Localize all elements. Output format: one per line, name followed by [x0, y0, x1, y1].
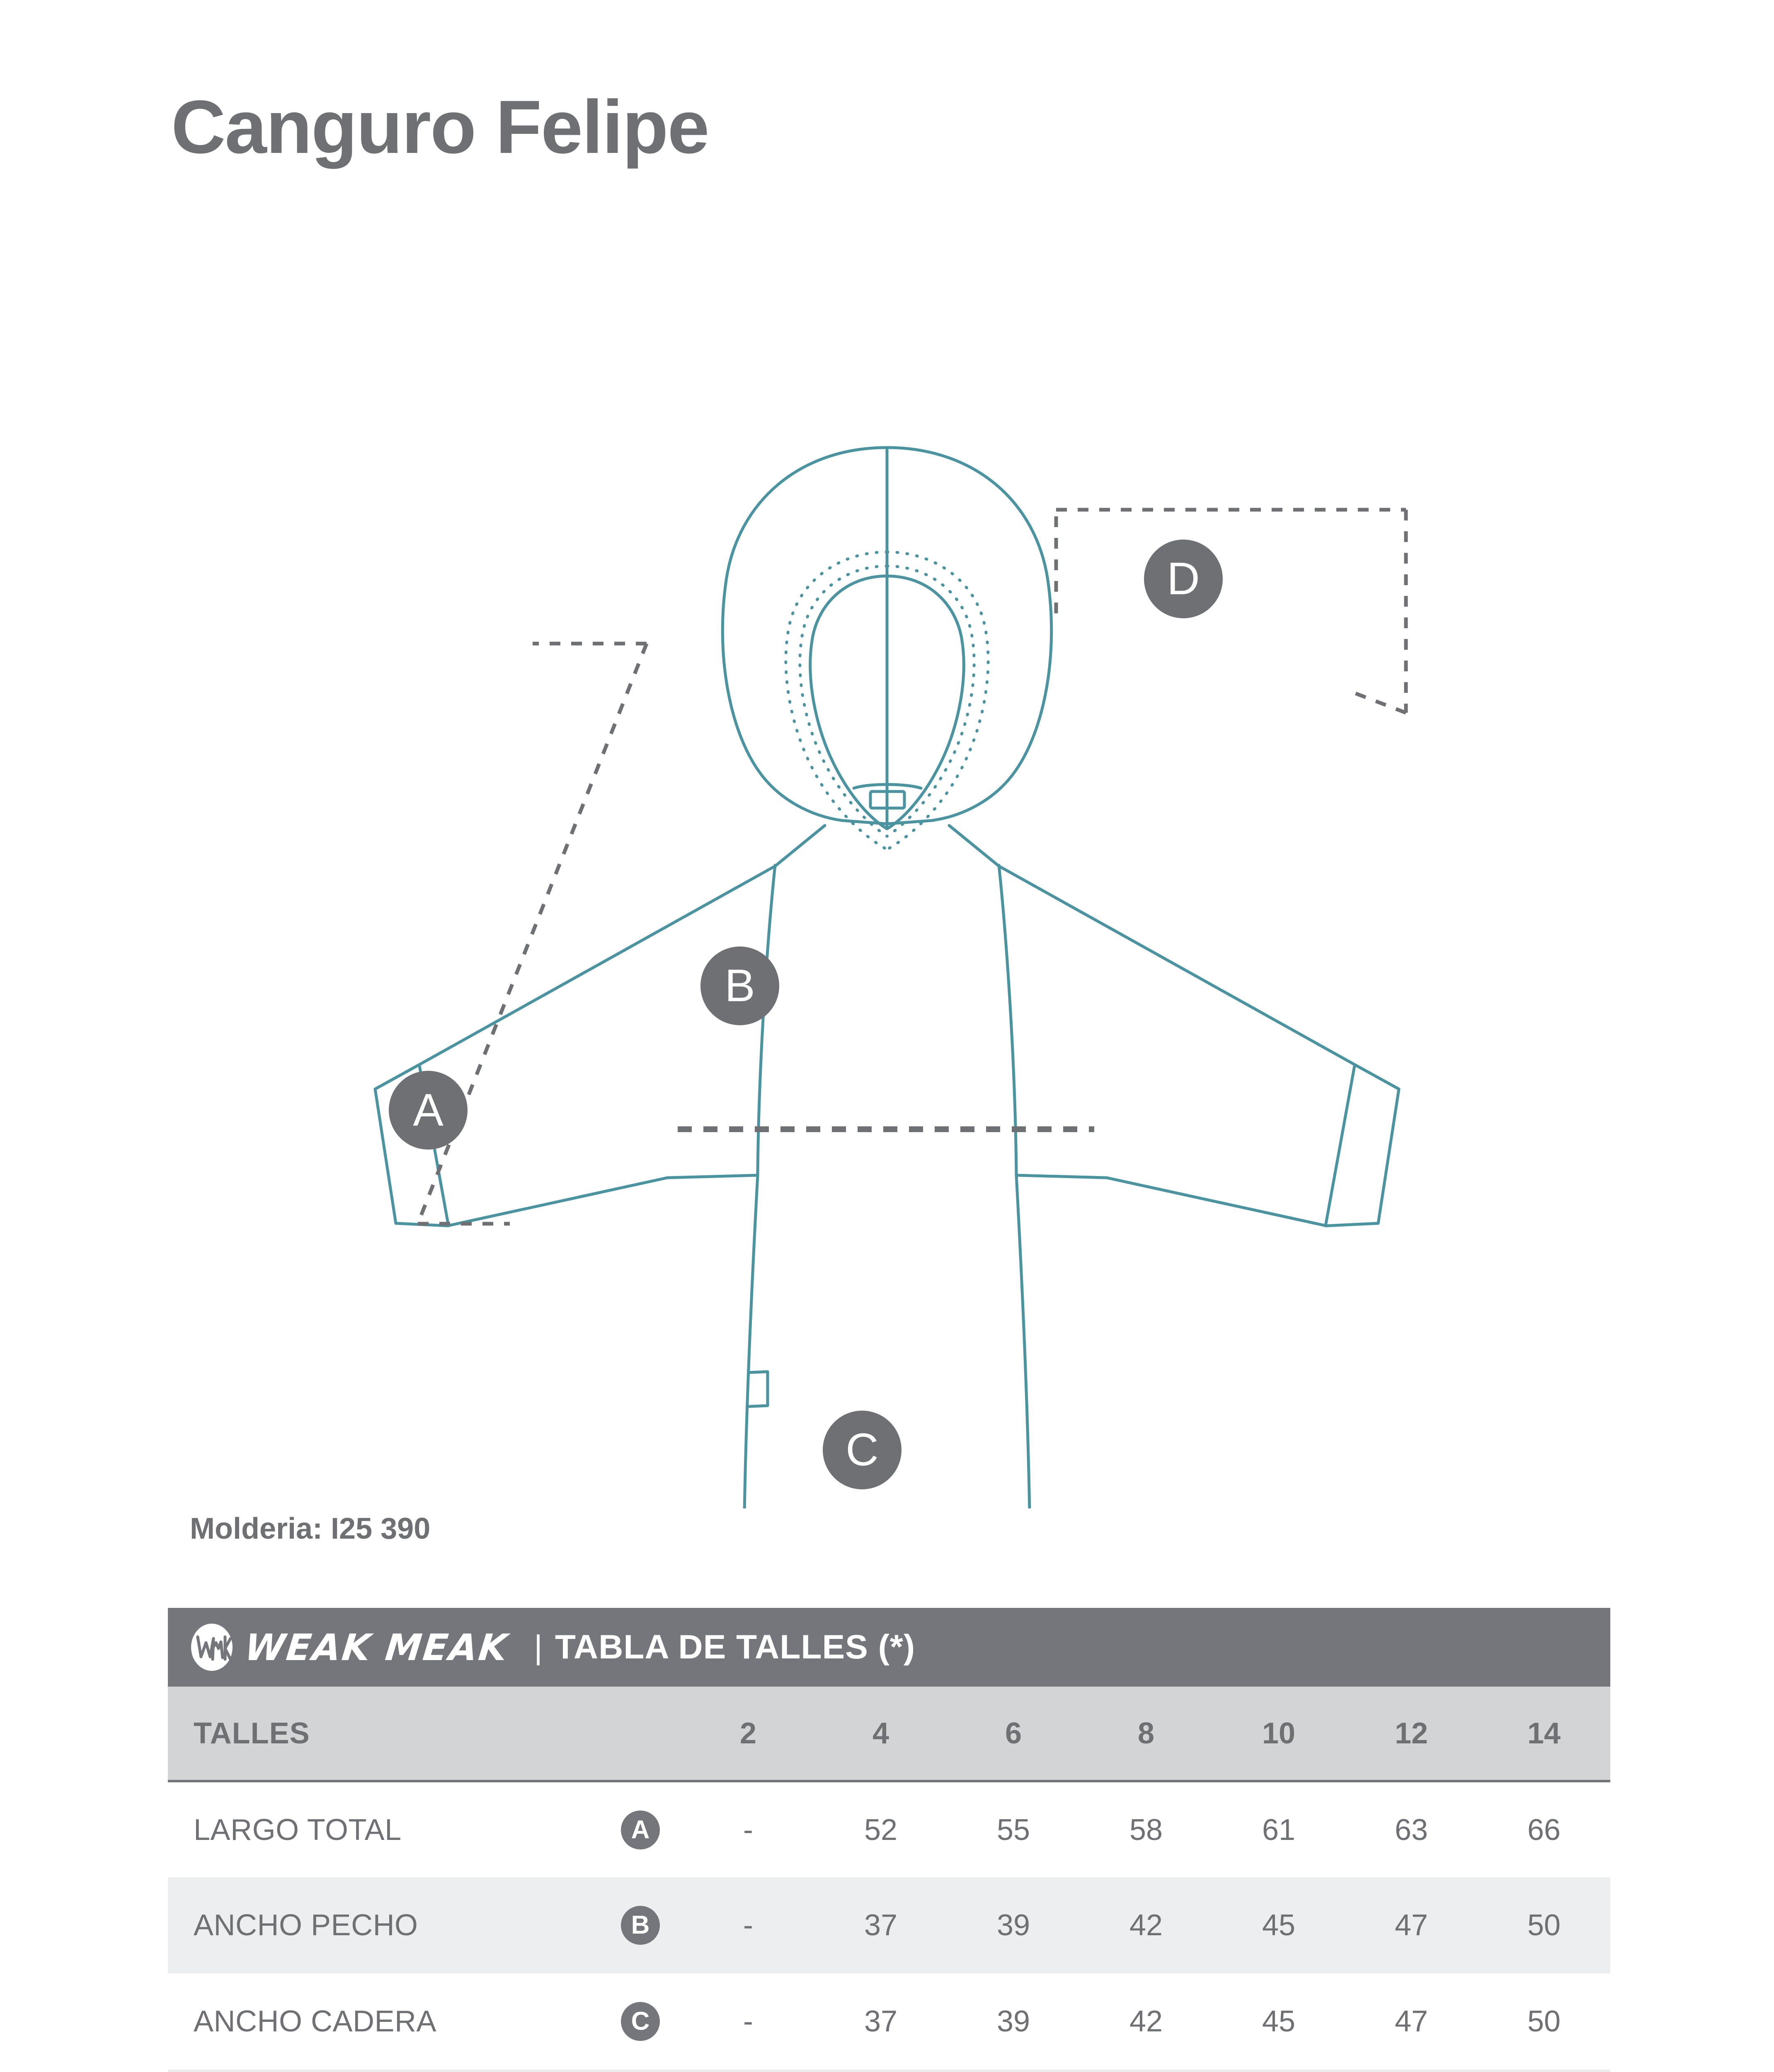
cell-value: -	[682, 2070, 814, 2072]
cell-value: 42	[1129, 1909, 1163, 1942]
row-badge-cell: D	[599, 2070, 682, 2072]
cell-value: 44	[1212, 2070, 1345, 2072]
column-header-size-14: 14	[1527, 1716, 1561, 1750]
pattern-code-label: Molderia: I25 390	[190, 1512, 431, 1545]
cell-value: 39	[996, 1909, 1030, 1942]
wmk-circle-logo-icon	[189, 1623, 234, 1672]
row-badge-c: C	[621, 2002, 660, 2041]
column-header-size-8: 8	[1137, 1716, 1155, 1750]
row-badge-b: B	[621, 1906, 660, 1945]
row-label-largo-total: LARGO TOTAL	[194, 1813, 402, 1847]
callout-badge-c: C	[823, 1411, 902, 1489]
cell-value: 37	[864, 1909, 898, 1942]
row-label-ancho-cadera: ANCHO CADERA	[194, 2005, 437, 2038]
callout-badge-d: D	[1144, 540, 1223, 618]
row-badge-cell: C	[599, 1973, 682, 2070]
cell-value: 52	[864, 1813, 898, 1847]
cell-value: 47	[1394, 2005, 1428, 2038]
garment-technical-drawing	[0, 365, 1774, 1508]
size-table-title: TABLA DE TALLES (*)	[555, 1628, 916, 1666]
measurements-table: TALLES 2 4 6 8 10 12 14 LARGO TOTAL A	[168, 1687, 1610, 2072]
cell-value: 45	[1262, 2005, 1296, 2038]
row-badge-a: A	[621, 1810, 660, 1849]
column-header-size-6: 6	[1005, 1716, 1022, 1750]
cell-value: 37	[864, 2005, 898, 2038]
column-header-size-2: 2	[739, 1716, 757, 1750]
table-row: LARGO MANGA D - 33 37 40 44 50 54	[168, 2070, 1610, 2072]
size-table: WEAK MEAK | TABLA DE TALLES (*) TALLES 2…	[168, 1608, 1610, 2072]
cell-value: 47	[1394, 1909, 1428, 1942]
cell-value: 50	[1527, 1909, 1561, 1942]
column-header-size-4: 4	[872, 1716, 889, 1750]
cell-value: 55	[996, 1813, 1030, 1847]
cell-value: 45	[1262, 1909, 1296, 1942]
table-row: ANCHO PECHO B - 37 39 42 45 47 50	[168, 1877, 1610, 1973]
cell-value: -	[743, 1813, 753, 1847]
cell-value: 39	[996, 2005, 1030, 2038]
row-label-ancho-pecho: ANCHO PECHO	[194, 1909, 418, 1942]
brand-name: WEAK MEAK	[242, 1626, 511, 1669]
cell-value: 37	[947, 2070, 1080, 2072]
cell-value: 66	[1527, 1813, 1561, 1847]
cell-value: 58	[1129, 1813, 1163, 1847]
row-badge-cell: B	[599, 1877, 682, 1973]
column-header-size-10: 10	[1262, 1716, 1296, 1750]
row-label-largo-manga: LARGO MANGA	[168, 2070, 599, 2072]
cell-value: -	[743, 2005, 753, 2038]
row-badge-cell: A	[599, 1781, 682, 1877]
cell-value: 50	[1527, 2005, 1561, 2038]
cell-value: 63	[1394, 1813, 1428, 1847]
column-header-talles: TALLES	[194, 1716, 310, 1750]
callout-badge-a: A	[389, 1071, 468, 1150]
size-table-header-bar: WEAK MEAK | TABLA DE TALLES (*)	[168, 1608, 1610, 1687]
table-header-row: TALLES 2 4 6 8 10 12 14	[168, 1687, 1610, 1781]
cell-value: 54	[1478, 2070, 1610, 2072]
column-header-badge	[599, 1687, 682, 1781]
table-row: LARGO TOTAL A - 52 55 58 61 63 66	[168, 1781, 1610, 1877]
cell-value: 33	[814, 2070, 947, 2072]
cell-value: -	[743, 1909, 753, 1942]
cell-value: 40	[1080, 2070, 1212, 2072]
column-header-size-12: 12	[1394, 1716, 1428, 1750]
cell-value: 61	[1262, 1813, 1296, 1847]
cell-value: 50	[1345, 2070, 1478, 2072]
cell-value: 42	[1129, 2005, 1163, 2038]
page-title: Canguro Felipe	[171, 85, 710, 169]
callout-badge-b: B	[700, 946, 779, 1025]
table-row: ANCHO CADERA C - 37 39 42 45 47 50	[168, 1973, 1610, 2070]
header-separator: |	[534, 1629, 543, 1665]
